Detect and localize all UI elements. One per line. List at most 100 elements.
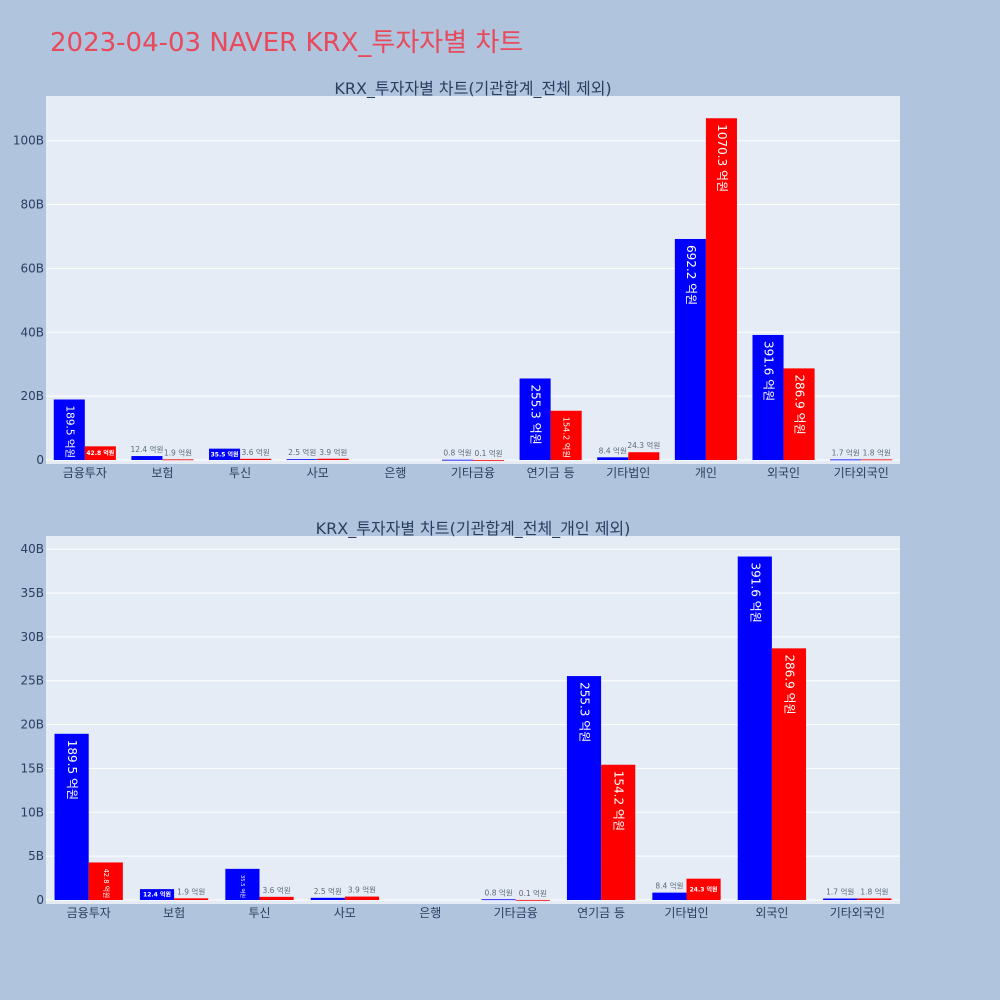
bar-value-label: 3.6 억원 [263, 886, 291, 895]
bar-value-label: 1.9 억원 [164, 448, 192, 457]
bar-sell [174, 898, 209, 900]
x-tick-label: 외국인 [755, 906, 788, 920]
x-tick-label: 사모 [307, 466, 329, 480]
bar-value-label: 3.9 억원 [319, 448, 347, 457]
bar-value-label: 391.6 억원 [762, 341, 776, 401]
bar-sell [857, 898, 892, 900]
bar-buy [597, 457, 629, 460]
x-tick-label: 은행 [419, 905, 441, 920]
chart-2: 0 5B 10B 15B 20B 25B 30B 35B 40B KRX_투자자별 차트(기관합계… [20, 519, 900, 920]
bar-buy [830, 459, 862, 461]
bar-value-label: 42.8 억원 [86, 449, 114, 457]
page-title: 2023-04-03 NAVER KRX_투자자별 차트 [50, 28, 524, 58]
bar-sell [771, 648, 807, 900]
y-tick-label: 0 [36, 453, 44, 467]
bar-value-label: 3.9 억원 [348, 886, 376, 895]
bar-value-label: 3.6 억원 [242, 448, 270, 457]
x-tick-label: 보험 [163, 906, 185, 920]
x-tick-label: 금융투자 [67, 906, 111, 920]
y-tick-label: 40B [20, 325, 44, 339]
bar-value-label: 0.1 억원 [474, 449, 502, 458]
y-tick-label: 30B [20, 630, 44, 644]
bar-sell [628, 452, 660, 460]
bar-value-label: 692.2 억원 [684, 245, 698, 305]
x-tick-label: 사모 [334, 906, 356, 920]
bar-value-label: 24.3 억원 [690, 885, 718, 893]
bar-value-label: 0.8 억원 [485, 888, 513, 897]
x-tick-label: 금융투자 [63, 466, 107, 480]
bar-buy [752, 334, 784, 460]
x-tick-label: 보험 [151, 466, 173, 480]
bar-value-label: 1.7 억원 [826, 888, 854, 897]
bar-value-label: 255.3 억원 [578, 682, 592, 742]
bar-sell [259, 896, 294, 900]
bar-buy [441, 459, 473, 461]
bar-value-label: 0.1 억원 [519, 889, 547, 898]
subplot-title: KRX_투자자별 차트(기관합계_전체_개인 제외) [316, 519, 631, 539]
bar-buy [209, 448, 241, 460]
bar-buy [481, 899, 516, 901]
y-tick-label: 60B [20, 261, 44, 275]
bar-sell [515, 899, 550, 901]
x-tick-label: 연기금 등 [577, 906, 625, 920]
x-tick-label: 개인 [695, 466, 717, 480]
bar-value-label: 286.9 억원 [782, 654, 796, 714]
bar-sell [783, 368, 815, 460]
bar-value-label: 154.2 억원 [562, 417, 572, 458]
bar-value-label: 24.3 억원 [627, 441, 660, 450]
bar-buy [53, 399, 85, 460]
y-tick-label: 25B [20, 674, 44, 688]
bar-value-label: 255.3 억원 [529, 384, 543, 444]
bar-buy [225, 868, 260, 900]
bar-value-label: 1070.3 억원 [715, 124, 729, 192]
bar-value-label: 2.5 억원 [314, 887, 342, 896]
y-tick-label: 15B [20, 761, 44, 775]
y-tick-label: 5B [28, 849, 44, 863]
bar-value-label: 286.9 억원 [793, 374, 807, 434]
x-tick-label: 은행 [384, 465, 406, 480]
bar-value-label: 35.5 억원 [239, 875, 247, 898]
bar-sell [473, 459, 505, 461]
x-tick-label: 기타외국인 [834, 466, 889, 480]
bar-value-label: 1.7 억원 [832, 448, 860, 457]
bar-sell [344, 896, 380, 900]
y-tick-label: 0 [36, 893, 44, 907]
bar-value-label: 12.4 억원 [130, 445, 163, 454]
bar-sell [686, 878, 721, 900]
bar-buy [566, 676, 602, 900]
bar-sell [705, 118, 737, 460]
bar-sell [240, 458, 272, 460]
bar-buy [519, 378, 551, 460]
x-tick-label: 기타법인 [606, 466, 650, 480]
x-tick-label: 기타금융 [451, 466, 495, 480]
x-tick-label: 투신 [248, 906, 270, 920]
bar-buy [310, 897, 345, 900]
bar-value-label: 154.2 억원 [612, 771, 626, 831]
bar-value-label: 8.4 억원 [599, 446, 627, 455]
bar-buy [54, 733, 89, 900]
bar-value-label: 189.5 억원 [63, 405, 75, 458]
bar-buy [286, 459, 318, 461]
bar-value-label: 42.8 억원 [102, 868, 111, 898]
bar-value-label: 391.6 억원 [748, 563, 762, 623]
bar-sell [162, 459, 194, 461]
x-tick-label: 외국인 [767, 466, 800, 480]
y-tick-label: 20B [20, 718, 44, 732]
bar-value-label: 189.5 억원 [65, 740, 79, 800]
bar-sell [861, 459, 893, 461]
y-tick-label: 20B [20, 389, 44, 403]
bar-value-label: 1.8 억원 [863, 448, 891, 457]
bar-buy [823, 898, 858, 900]
bar-buy [674, 238, 706, 460]
bar-sell [317, 458, 349, 460]
bar-buy [131, 456, 163, 460]
bar-value-label: 12.4 억원 [143, 891, 171, 899]
bar-value-label: 8.4 억원 [655, 882, 683, 891]
bar-value-label: 1.8 억원 [860, 887, 888, 896]
y-tick-label: 100B [13, 134, 44, 148]
bar-buy [652, 892, 687, 900]
y-tick-label: 80B [20, 198, 44, 212]
x-tick-label: 투신 [229, 466, 251, 480]
bar-value-label: 1.9 억원 [177, 887, 205, 896]
